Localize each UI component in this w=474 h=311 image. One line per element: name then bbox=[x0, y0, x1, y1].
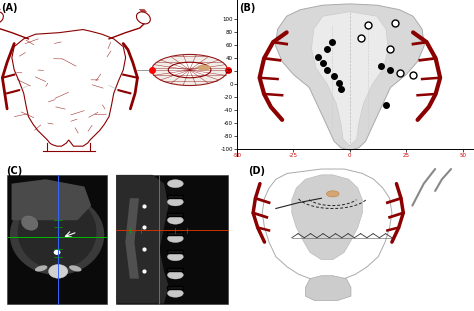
Ellipse shape bbox=[197, 65, 210, 70]
Polygon shape bbox=[292, 175, 362, 260]
Ellipse shape bbox=[167, 198, 183, 206]
Text: (B): (B) bbox=[239, 2, 255, 12]
Ellipse shape bbox=[35, 265, 47, 272]
Ellipse shape bbox=[167, 234, 183, 243]
FancyBboxPatch shape bbox=[167, 250, 183, 253]
Polygon shape bbox=[262, 169, 392, 281]
Polygon shape bbox=[18, 195, 96, 268]
Polygon shape bbox=[305, 276, 351, 300]
Ellipse shape bbox=[327, 191, 339, 197]
Ellipse shape bbox=[152, 54, 228, 86]
Polygon shape bbox=[125, 198, 139, 279]
Ellipse shape bbox=[168, 62, 211, 78]
FancyBboxPatch shape bbox=[116, 175, 228, 304]
Polygon shape bbox=[12, 30, 126, 146]
FancyBboxPatch shape bbox=[167, 213, 183, 216]
FancyBboxPatch shape bbox=[167, 232, 183, 234]
Ellipse shape bbox=[0, 12, 3, 24]
Polygon shape bbox=[311, 12, 388, 146]
Polygon shape bbox=[10, 195, 103, 274]
Ellipse shape bbox=[48, 264, 68, 278]
Ellipse shape bbox=[167, 180, 183, 188]
FancyBboxPatch shape bbox=[167, 268, 183, 271]
FancyBboxPatch shape bbox=[167, 286, 183, 289]
Polygon shape bbox=[275, 4, 424, 150]
FancyBboxPatch shape bbox=[167, 195, 183, 198]
Ellipse shape bbox=[167, 271, 183, 279]
Ellipse shape bbox=[54, 250, 61, 255]
Ellipse shape bbox=[167, 289, 183, 297]
Text: (A): (A) bbox=[1, 3, 18, 13]
Ellipse shape bbox=[167, 216, 183, 224]
Ellipse shape bbox=[21, 216, 38, 230]
Text: (D): (D) bbox=[248, 166, 265, 176]
FancyBboxPatch shape bbox=[7, 175, 107, 304]
Polygon shape bbox=[11, 179, 91, 220]
Polygon shape bbox=[116, 175, 169, 304]
Ellipse shape bbox=[69, 265, 82, 272]
Ellipse shape bbox=[167, 253, 183, 261]
Text: (C): (C) bbox=[6, 166, 22, 176]
Ellipse shape bbox=[137, 12, 150, 24]
